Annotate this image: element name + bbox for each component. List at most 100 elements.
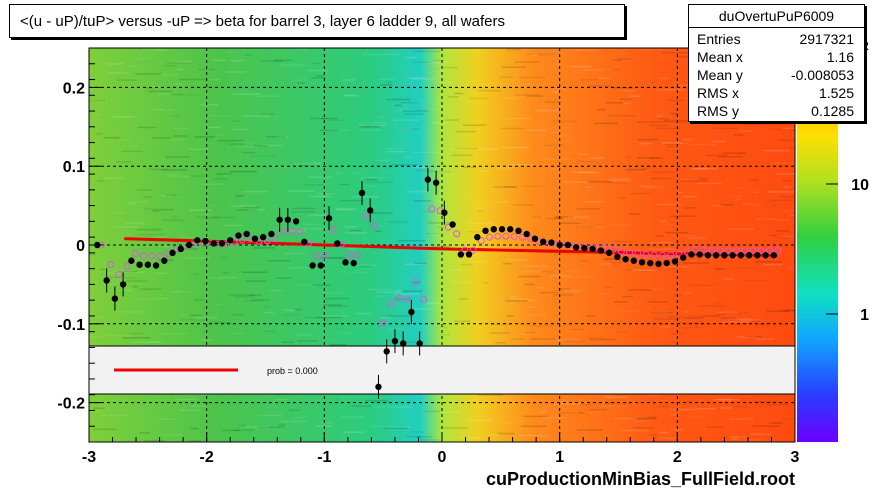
texture-streak <box>269 289 283 292</box>
texture-streak <box>319 129 339 132</box>
texture-streak <box>688 284 717 286</box>
texture-streak <box>137 126 157 129</box>
stats-name: duOvertuPuP6009 <box>718 8 835 24</box>
texture-streak <box>478 90 502 92</box>
texture-streak <box>341 416 365 418</box>
texture-streak <box>577 429 603 431</box>
texture-streak <box>170 93 184 96</box>
texture-streak <box>245 280 266 282</box>
texture-streak <box>601 182 627 184</box>
open-point <box>691 246 699 254</box>
texture-streak <box>783 235 795 238</box>
texture-streak <box>295 163 321 165</box>
texture-streak <box>426 233 450 235</box>
texture-streak <box>445 173 455 176</box>
texture-streak <box>508 164 535 166</box>
texture-streak <box>231 313 244 316</box>
texture-streak <box>792 134 795 137</box>
texture-streak <box>691 122 714 125</box>
texture-streak <box>358 124 387 127</box>
open-point <box>659 251 667 259</box>
texture-streak <box>612 59 622 61</box>
texture-streak <box>387 315 414 317</box>
profile-point <box>251 235 259 242</box>
texture-streak <box>617 197 627 199</box>
texture-streak <box>365 399 389 402</box>
texture-streak <box>169 291 193 293</box>
texture-streak <box>242 190 268 193</box>
open-point <box>510 232 518 240</box>
x-tick-label: 2 <box>673 449 682 466</box>
texture-streak <box>499 422 513 425</box>
texture-streak <box>534 109 562 112</box>
texture-streak <box>153 74 179 76</box>
texture-streak <box>441 66 458 69</box>
texture-streak <box>315 425 333 427</box>
texture-streak <box>530 314 546 316</box>
texture-streak <box>587 85 613 87</box>
texture-streak <box>490 434 499 436</box>
texture-streak <box>229 294 255 296</box>
texture-streak <box>734 134 744 136</box>
texture-streak <box>467 231 486 233</box>
texture-streak <box>688 416 704 418</box>
texture-streak <box>322 292 345 294</box>
texture-streak <box>151 210 160 212</box>
grid-lines <box>89 48 795 442</box>
open-point <box>313 252 321 260</box>
texture-streak <box>649 434 658 436</box>
texture-streak <box>422 303 437 305</box>
texture-streak <box>397 109 416 111</box>
texture-streak <box>243 115 271 117</box>
profile-point <box>375 383 382 391</box>
texture-streak <box>274 398 287 401</box>
texture-streak <box>170 215 179 218</box>
texture-streak <box>696 408 716 410</box>
texture-streak <box>425 108 441 111</box>
texture-streak <box>558 412 576 414</box>
texture-streak <box>553 63 562 66</box>
texture-streak <box>543 144 565 147</box>
texture-streak <box>241 151 256 154</box>
texture-streak <box>236 145 260 148</box>
open-point <box>354 251 362 259</box>
texture-streak <box>607 115 636 117</box>
texture-streak <box>522 265 550 267</box>
profile-point <box>169 249 176 257</box>
texture-streak <box>281 341 295 343</box>
texture-streak <box>122 271 146 274</box>
texture-streak <box>590 157 605 159</box>
texture-streak <box>585 337 605 339</box>
texture-streak <box>778 309 795 312</box>
texture-streak <box>566 127 573 129</box>
texture-streak <box>776 230 789 232</box>
texture-streak <box>296 334 313 336</box>
texture-streak <box>125 277 138 279</box>
texture-streak <box>464 166 477 169</box>
texture-streak <box>578 171 600 174</box>
texture-streak <box>745 336 762 338</box>
texture-streak <box>297 82 306 84</box>
profile-point <box>334 240 341 247</box>
texture-streak <box>713 398 739 401</box>
texture-streak <box>248 294 262 296</box>
x-tick-label: -1 <box>317 449 331 466</box>
texture-streak <box>553 253 580 255</box>
texture-streak <box>770 198 789 201</box>
texture-streak <box>672 235 697 237</box>
texture-streak <box>501 146 529 149</box>
texture-streak <box>429 171 451 173</box>
texture-streak <box>503 186 517 188</box>
texture-streak <box>292 417 305 419</box>
texture-streak <box>526 95 543 97</box>
texture-streak <box>113 270 133 272</box>
texture-streak <box>334 208 352 210</box>
texture-streak <box>550 120 578 123</box>
texture-streak <box>649 124 669 127</box>
profile-point <box>111 295 119 302</box>
texture-streak <box>191 405 206 407</box>
texture-streak <box>638 185 657 188</box>
texture-streak <box>569 328 584 331</box>
legend-box: prob = 0.000 <box>88 345 796 395</box>
texture-streak <box>205 205 218 208</box>
